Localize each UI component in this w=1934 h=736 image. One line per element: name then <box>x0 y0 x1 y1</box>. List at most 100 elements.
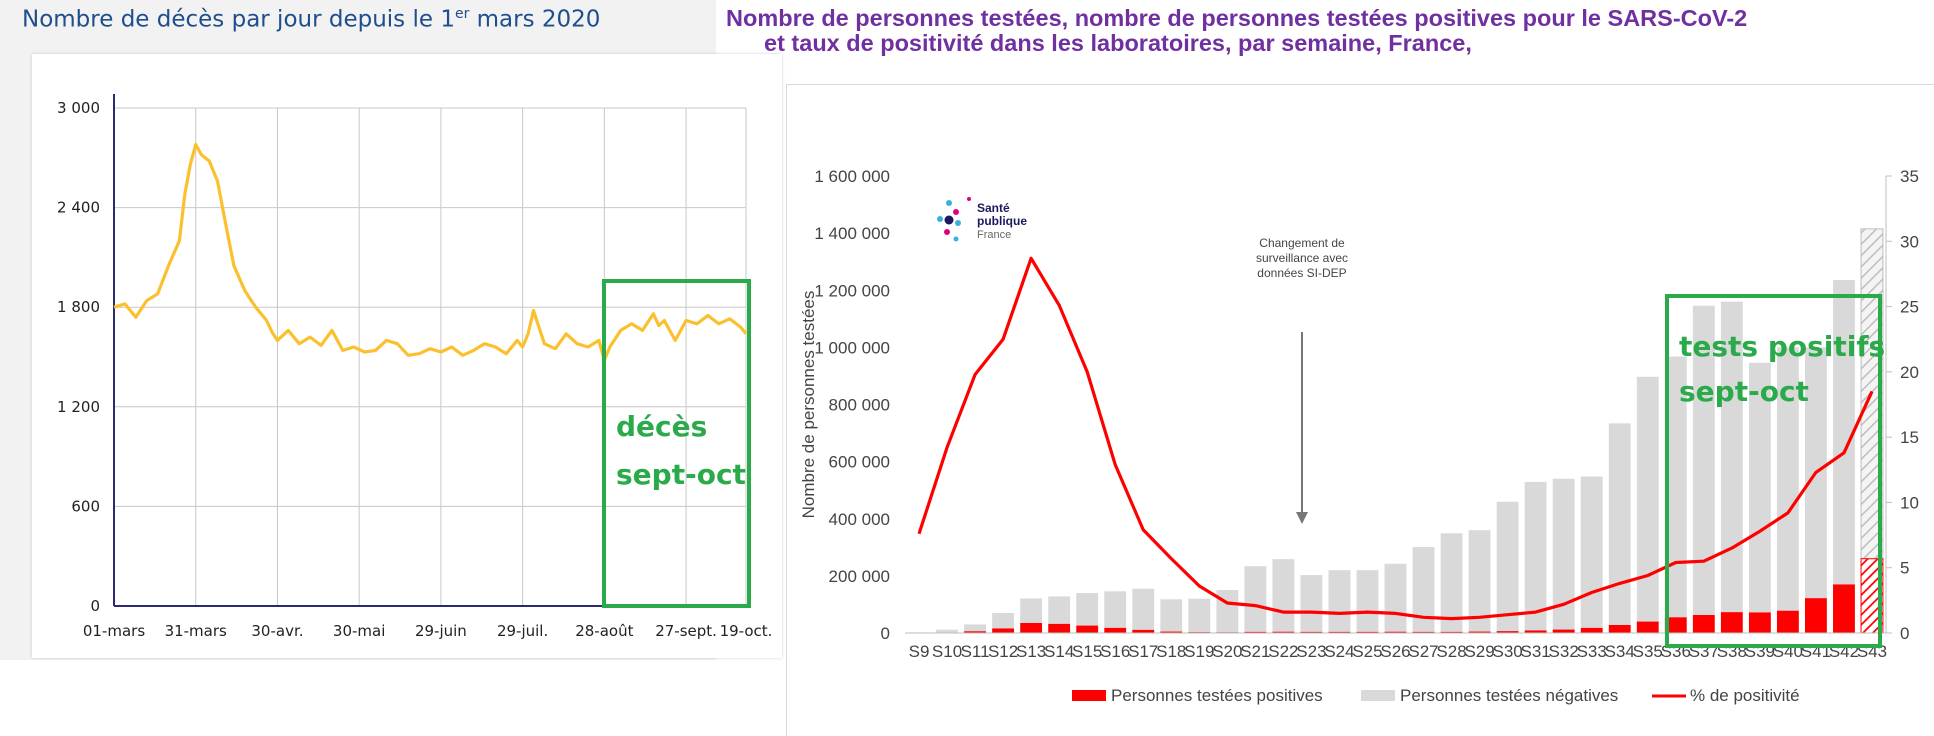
y-tick-label: 400 000 <box>829 510 890 529</box>
bar-positive <box>1048 624 1070 633</box>
bar-positive <box>1609 625 1631 633</box>
logo-line1: Santé <box>977 201 1010 215</box>
bar-negative <box>1104 591 1126 628</box>
surveillance-change-note: Changement de surveillance avec données … <box>1256 236 1348 524</box>
bar-negative <box>992 613 1014 628</box>
x-tick-label: 31-mars <box>165 622 227 640</box>
y-tick-label: 1 200 000 <box>814 281 890 300</box>
bar-positive <box>1805 598 1827 633</box>
x-tick-label: S22 <box>1268 642 1298 661</box>
x-tick-label: 30-mai <box>333 622 385 640</box>
x-tick-label: S10 <box>932 642 962 661</box>
bar-positive <box>1693 615 1715 633</box>
logo-line3: France <box>977 229 1011 241</box>
x-tick-label: 19-oct. <box>720 622 773 640</box>
bar-negative <box>1385 564 1407 632</box>
x-tick-label: S19 <box>1184 642 1214 661</box>
x-tick-label: S12 <box>988 642 1018 661</box>
x-tick-label: 29-juin <box>415 622 467 640</box>
bar-positive <box>1553 630 1575 633</box>
legend-label-negative: Personnes testées négatives <box>1400 686 1618 705</box>
x-tick-label: S32 <box>1549 642 1579 661</box>
x-tick-label: S17 <box>1128 642 1158 661</box>
bar-positive <box>1581 628 1603 633</box>
x-tick-label: S33 <box>1577 642 1607 661</box>
bar-negative <box>1833 280 1855 584</box>
x-tick-label: S14 <box>1044 642 1074 661</box>
y2-tick-label: 5 <box>1900 559 1909 578</box>
note-arrow-head <box>1296 512 1308 524</box>
deaths-highlight-box <box>604 281 749 606</box>
bar-positive <box>992 628 1014 633</box>
x-tick-label: S34 <box>1605 642 1635 661</box>
y-tick-label: 3 000 <box>57 99 100 117</box>
x-tick-label: S15 <box>1072 642 1102 661</box>
logo-dot <box>945 216 954 225</box>
y-tick-label: 600 000 <box>829 453 890 472</box>
y2-tick-label: 30 <box>1900 232 1919 251</box>
x-tick-label: S18 <box>1156 642 1186 661</box>
x-tick-label: 01-mars <box>83 622 145 640</box>
note-line3: données SI-DEP <box>1257 266 1346 280</box>
logo-dot <box>944 229 950 235</box>
deaths-annotation-line2: sept-oct <box>616 458 746 491</box>
deaths-series-line <box>114 145 746 361</box>
y2-tick-label: 10 <box>1900 493 1919 512</box>
bar-positive <box>1637 622 1659 633</box>
bar-negative <box>964 624 986 631</box>
y-tick-label: 200 000 <box>829 567 890 586</box>
logo-dot <box>967 197 971 201</box>
y-tick-label: 1 800 <box>57 298 100 316</box>
bar-negative <box>1160 599 1182 631</box>
y-tick-label: 1 400 000 <box>814 224 890 243</box>
bar-positive <box>1104 628 1126 633</box>
bar-negative <box>1132 589 1154 630</box>
bar-positive <box>1777 611 1799 633</box>
x-tick-label: 28-août <box>575 622 633 640</box>
bar-negative <box>1497 502 1519 631</box>
y-axis-title: Nombre de personnes testées <box>799 291 818 519</box>
bar-negative <box>1216 590 1238 632</box>
legend-label-positive: Personnes testées positives <box>1111 686 1323 705</box>
bar-positive <box>1749 612 1771 633</box>
x-tick-label: S26 <box>1380 642 1410 661</box>
x-tick-label: S31 <box>1521 642 1551 661</box>
bar-negative <box>1525 482 1547 631</box>
bar-negative <box>1272 559 1294 632</box>
y2-tick-label: 0 <box>1900 624 1909 643</box>
logo-dot <box>953 209 959 215</box>
x-tick-label: S24 <box>1324 642 1354 661</box>
y-tick-label: 0 <box>90 597 100 615</box>
x-tick-label: 27-sept. <box>655 622 717 640</box>
bar-negative <box>1244 566 1266 632</box>
x-tick-label: S23 <box>1296 642 1326 661</box>
tests-annotation-line2: sept-oct <box>1679 375 1809 408</box>
x-tick-label: S21 <box>1240 642 1270 661</box>
x-tick-label: 30-avr. <box>251 622 303 640</box>
sante-publique-logo: Santé publique France <box>937 197 1027 242</box>
bar-negative <box>1300 575 1322 632</box>
y2-tick-label: 25 <box>1900 298 1919 317</box>
bar-negative <box>1609 423 1631 625</box>
bar-negative <box>1357 570 1379 632</box>
legend-swatch-negative <box>1361 690 1395 701</box>
y-tick-label: 0 <box>881 624 890 643</box>
y2-tick-label: 35 <box>1900 167 1919 186</box>
logo-dot <box>954 237 959 242</box>
logo-dot <box>955 220 961 226</box>
logo-line2: publique <box>977 214 1027 228</box>
x-tick-label: S13 <box>1016 642 1046 661</box>
x-tick-label: S27 <box>1408 642 1438 661</box>
x-tick-label: S29 <box>1464 642 1494 661</box>
x-tick-label: 29-juil. <box>497 622 548 640</box>
logo-dot <box>937 216 943 222</box>
note-line1: Changement de <box>1259 236 1345 250</box>
y-tick-label: 1 000 000 <box>814 338 890 357</box>
x-tick-label: S20 <box>1212 642 1242 661</box>
bar-negative <box>1048 596 1070 623</box>
x-tick-label: S11 <box>961 642 990 661</box>
legend-label-rate: % de positivité <box>1690 686 1800 705</box>
bar-positive <box>1833 584 1855 633</box>
